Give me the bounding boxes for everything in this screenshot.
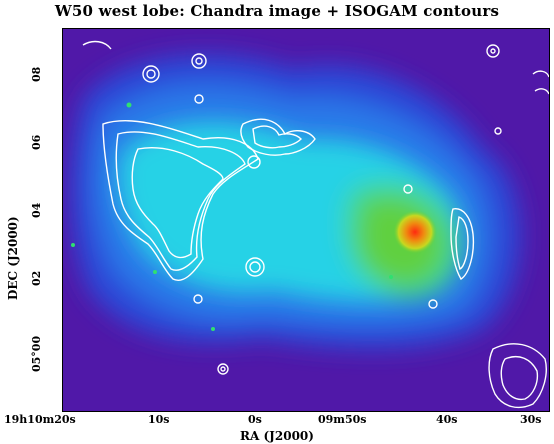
point-sources (71, 102, 393, 331)
x-tick-label: 09m50s (318, 413, 367, 426)
y-tick-label: 02 (30, 270, 43, 286)
y-tick-label: 06 (30, 134, 43, 150)
chandra-image (63, 29, 549, 411)
x-tick-label: 40s (436, 413, 458, 426)
x-tick-label: 0s (248, 413, 262, 426)
hot-spot (393, 210, 437, 254)
sky-image-frame (62, 28, 550, 412)
y-tick-label: 05°00 (30, 335, 43, 372)
image-title: W50 west lobe: Chandra image + ISOGAM co… (54, 2, 500, 20)
x-tick-label: 30s (520, 413, 542, 426)
y-tick-label: 08 (30, 66, 43, 82)
x-tick-label: 19h10m20s (4, 413, 76, 426)
y-tick-label: 04 (30, 202, 43, 218)
y-axis-label: DEC (J2000) (6, 216, 20, 300)
x-tick-label: 10s (148, 413, 170, 426)
isocam-contours (82, 40, 549, 409)
x-axis-label: RA (J2000) (240, 429, 314, 443)
